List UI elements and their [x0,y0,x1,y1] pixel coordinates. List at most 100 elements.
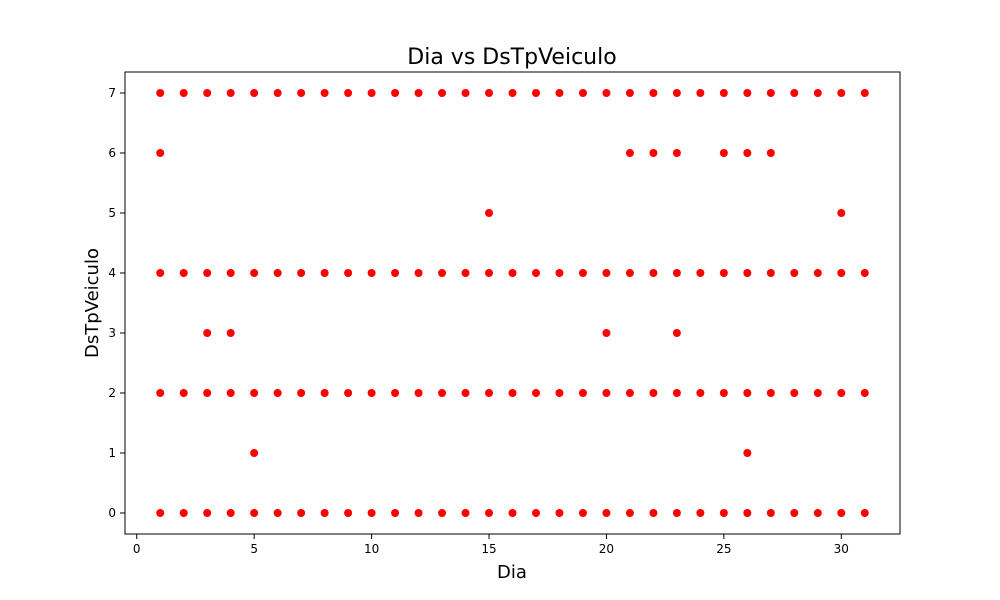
data-point [649,149,658,157]
x-tick-label: 10 [364,542,379,556]
data-point [250,269,259,277]
data-point [250,389,259,397]
data-point [531,389,540,397]
data-point [485,89,494,97]
data-point [414,509,423,517]
data-point [625,509,634,517]
data-point [672,329,681,337]
y-tick-label: 2 [108,386,116,400]
y-tick-label: 3 [108,326,116,340]
y-tick-label: 0 [108,506,116,520]
data-point [367,89,376,97]
data-point [156,269,165,277]
data-point [625,89,634,97]
data-point [508,89,517,97]
data-point [226,389,235,397]
data-point [860,89,869,97]
x-tick-label: 30 [834,542,849,556]
x-tick-label: 25 [716,542,731,556]
data-point [273,269,282,277]
data-point [837,509,846,517]
data-point [555,89,564,97]
data-point [531,89,540,97]
data-point [320,509,329,517]
data-point [156,509,165,517]
data-point [508,509,517,517]
data-point [578,509,587,517]
y-axis: 0 1 2 3 4 5 6 7 [108,86,125,520]
data-point [414,89,423,97]
data-point [766,89,775,97]
data-point [578,389,587,397]
data-point [344,509,353,517]
data-point [578,89,587,97]
data-point [414,269,423,277]
data-point [531,509,540,517]
data-point [649,269,658,277]
data-point [297,509,306,517]
data-point [649,89,658,97]
data-point [179,269,188,277]
x-axis: 0 5 10 15 20 25 30 [133,534,849,556]
data-point [367,509,376,517]
data-point [719,509,728,517]
data-point [837,389,846,397]
data-point [344,389,353,397]
data-point [743,509,752,517]
data-point [555,389,564,397]
data-point [461,269,470,277]
data-point [719,149,728,157]
data-point [719,269,728,277]
data-point [860,509,869,517]
data-point [743,389,752,397]
data-point [485,269,494,277]
data-point [672,269,681,277]
data-point [203,89,212,97]
data-point [555,509,564,517]
data-point [250,89,259,97]
data-point [297,389,306,397]
data-point [837,269,846,277]
data-point [297,269,306,277]
data-point [813,509,822,517]
data-point [860,269,869,277]
data-point [743,89,752,97]
data-point [461,89,470,97]
data-point [696,389,705,397]
data-point [555,269,564,277]
data-point [485,209,494,217]
data-point [649,509,658,517]
data-point [367,269,376,277]
data-point [602,89,611,97]
data-point [672,509,681,517]
data-point [813,269,822,277]
data-point [719,389,728,397]
data-point [719,89,728,97]
data-point [743,269,752,277]
data-point [766,509,775,517]
plot-frame [124,71,901,535]
data-point [250,509,259,517]
data-point [156,149,165,157]
data-point [766,149,775,157]
data-point [766,389,775,397]
data-point [602,269,611,277]
data-point [672,149,681,157]
data-point [837,209,846,217]
y-tick-label: 5 [108,206,116,220]
data-point [226,329,235,337]
y-tick-label: 4 [108,266,116,280]
data-point [179,89,188,97]
data-point [179,509,188,517]
data-point [790,89,799,97]
data-point [813,389,822,397]
data-point [320,89,329,97]
y-axis-label: DsTpVeiculo [82,248,103,358]
data-point [743,449,752,457]
data-point [508,389,517,397]
data-point [790,389,799,397]
data-point [508,269,517,277]
data-point [179,389,188,397]
data-point [438,89,447,97]
